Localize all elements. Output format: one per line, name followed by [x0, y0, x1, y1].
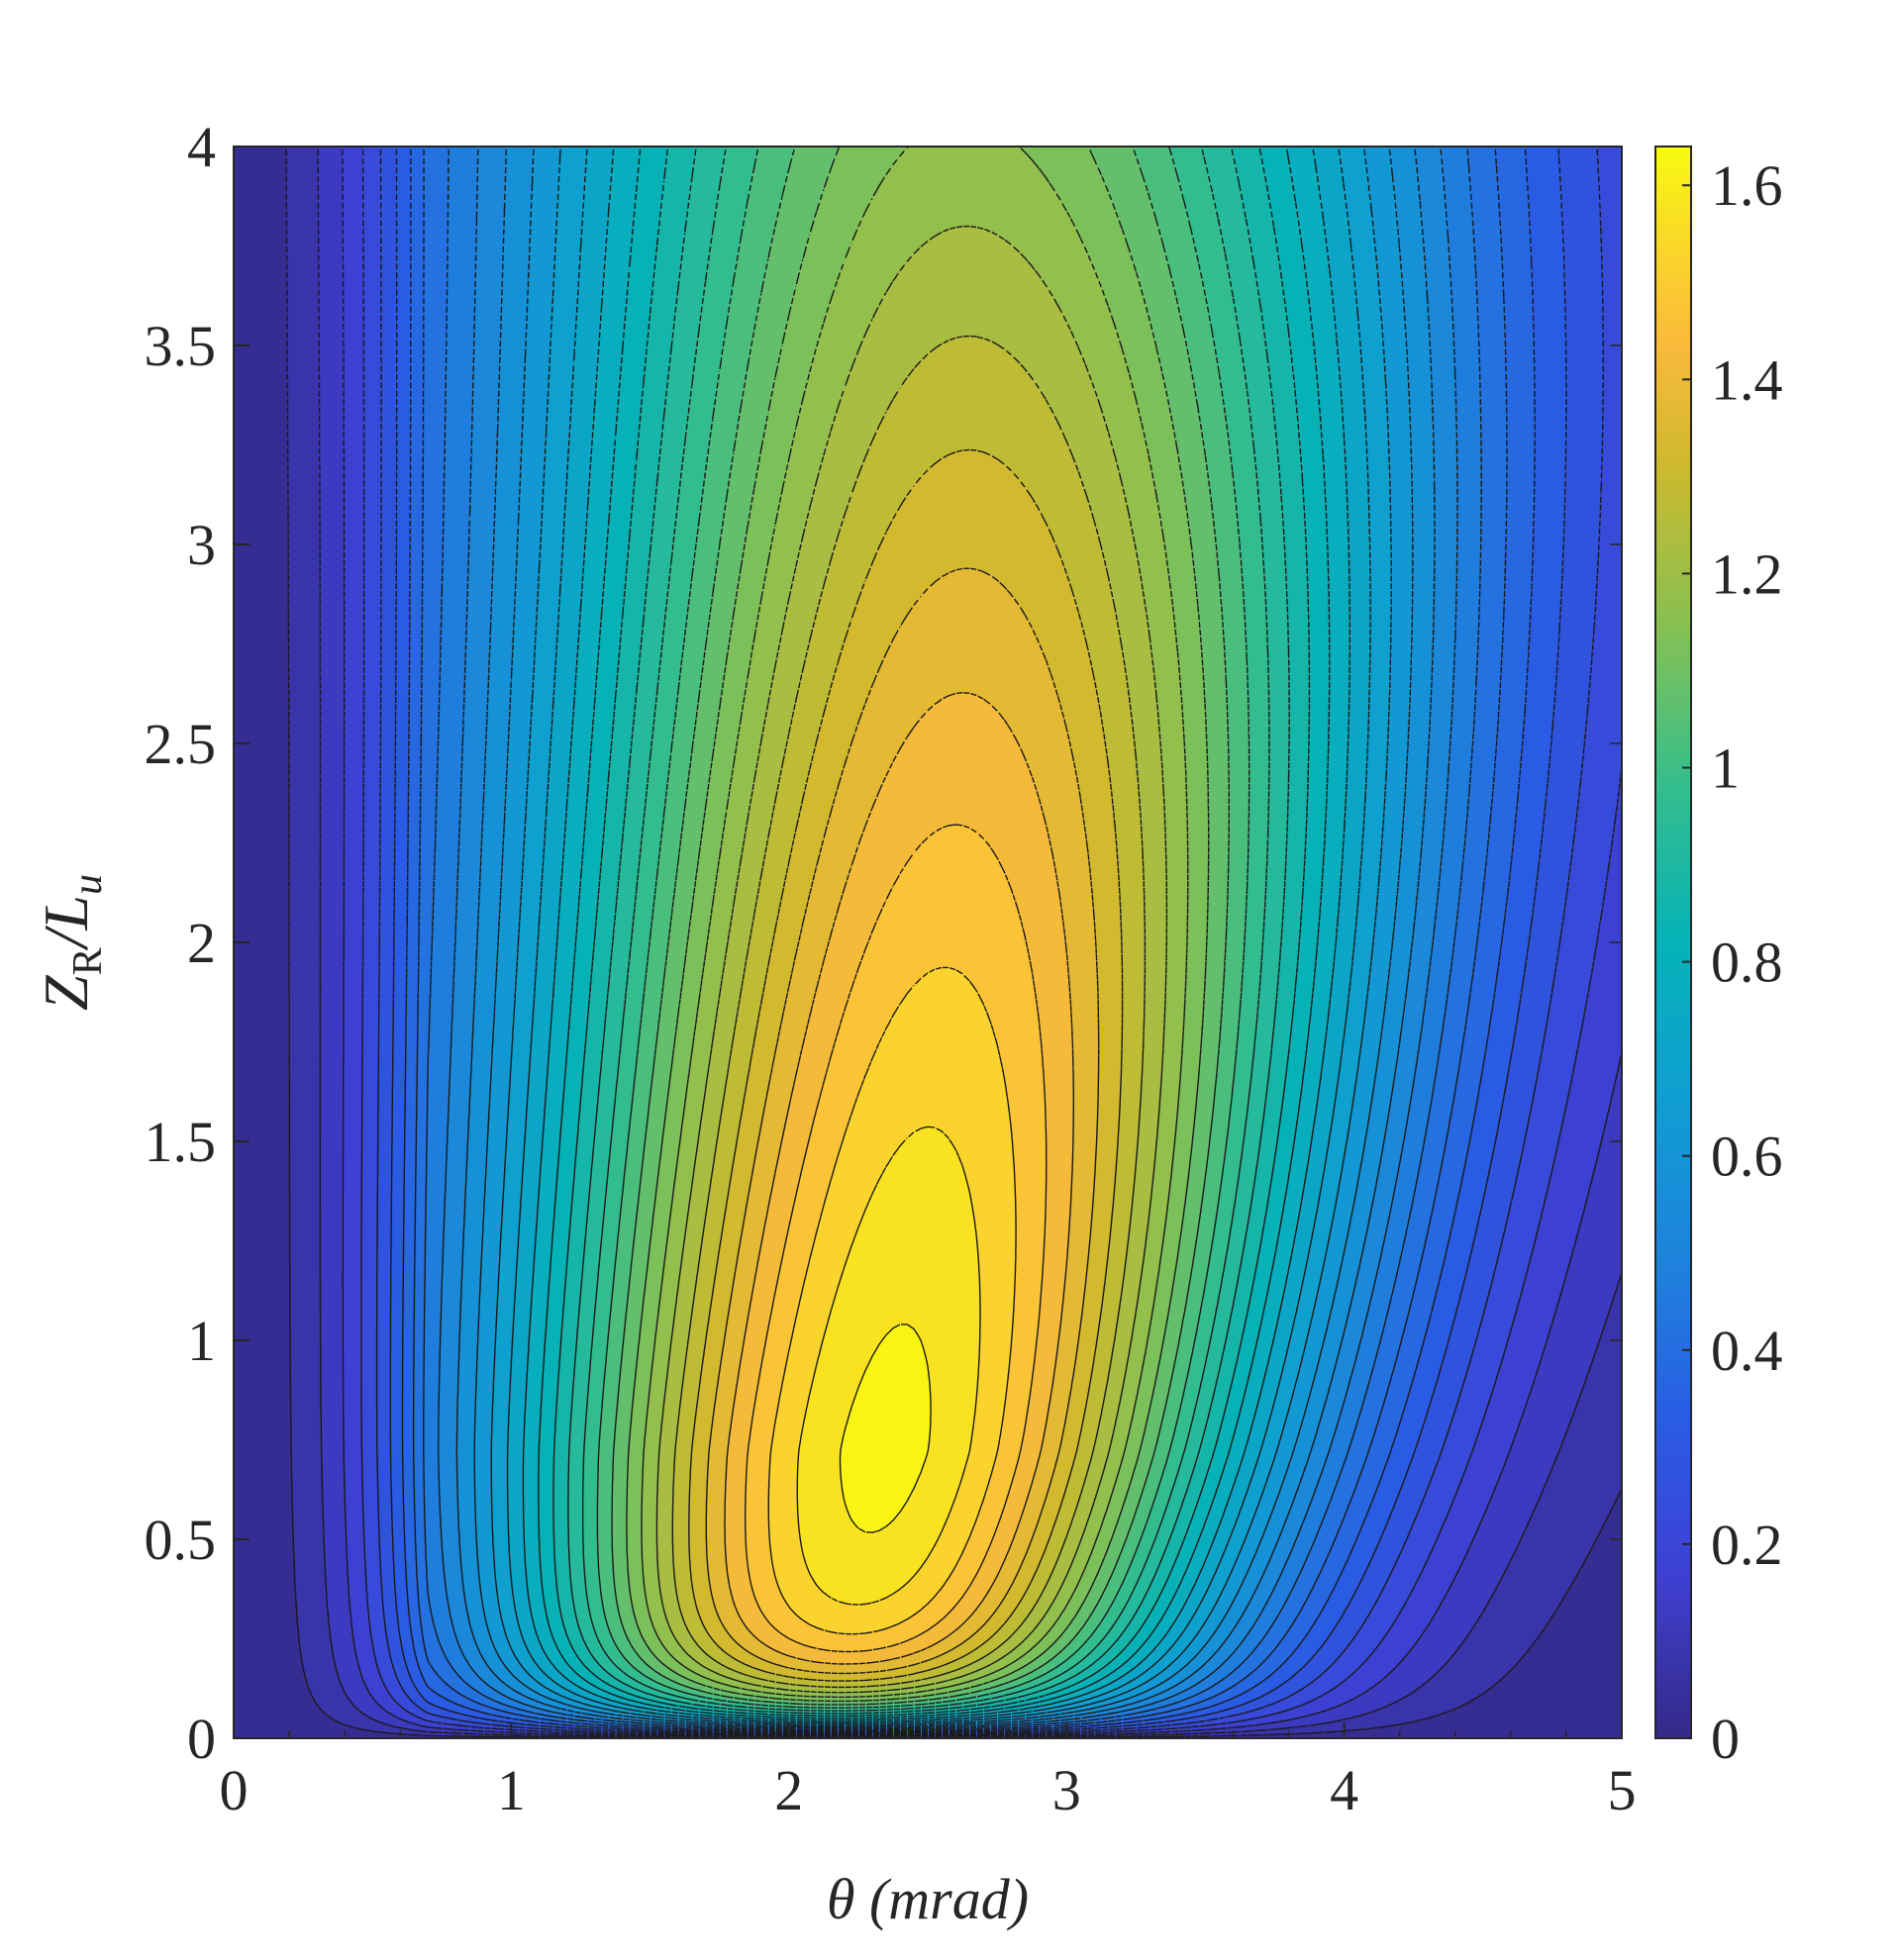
colorbar-tick-label: 0.4 — [1711, 1319, 1783, 1383]
contour-line-9 — [438, 147, 1458, 1729]
colorbar-tick-label: 1.6 — [1711, 153, 1783, 218]
colorbar-tick-label: 1.2 — [1711, 541, 1783, 606]
contour-line-27 — [724, 692, 1074, 1665]
contour-line-2 — [342, 147, 1622, 1737]
contour-line-16 — [552, 147, 1311, 1717]
y-tick-label: 4 — [187, 115, 216, 179]
y-tick-label: 1.5 — [145, 1110, 217, 1174]
colorbar-tick-label: 0.6 — [1711, 1125, 1783, 1189]
colorbar-ticks: 0 0.2 0.4 0.6 0.8 1 1.2 1.4 1.6 — [1682, 153, 1783, 1771]
contour-line-1 — [317, 147, 1622, 1738]
contour-line-31 — [839, 1323, 932, 1533]
contour-line-24 — [671, 335, 1147, 1689]
y-tick-label: 1 — [187, 1309, 216, 1373]
contour-line-20 — [611, 147, 1230, 1706]
y-tick-label: 2 — [187, 911, 216, 975]
x-tick-label: 4 — [1330, 1758, 1358, 1822]
x-tick-label: 2 — [774, 1758, 803, 1822]
contour-line-29 — [767, 966, 1017, 1635]
contour-line-26 — [705, 567, 1100, 1675]
y-tick-label: 0 — [187, 1707, 216, 1771]
x-tick-label: 0 — [220, 1758, 249, 1822]
x-tick-label: 5 — [1608, 1758, 1637, 1822]
y-tick-label: 3.5 — [145, 314, 217, 378]
contour-line-12 — [490, 147, 1392, 1725]
contour-line-25 — [688, 448, 1124, 1682]
colorbar-gradient — [1655, 147, 1691, 1738]
x-axis-label: θ (mrad) — [827, 1867, 1029, 1931]
x-axis: 0 1 2 3 4 5 — [220, 1722, 1637, 1822]
contour-line-11 — [473, 147, 1414, 1726]
colorbar-tick-label: 1 — [1711, 736, 1740, 801]
contour-line-14 — [522, 147, 1350, 1721]
colorbar-tick-label: 1.4 — [1711, 347, 1783, 412]
y-tick-label: 2.5 — [145, 712, 217, 776]
x-tick-label: 1 — [497, 1758, 526, 1822]
contour-line-5 — [389, 147, 1567, 1734]
heatmap-fill — [234, 147, 1622, 1738]
contour-line-30 — [796, 1126, 981, 1606]
contour-line-8 — [423, 147, 1482, 1731]
contour-line-23 — [655, 225, 1168, 1694]
colorbar-tick-label: 0.8 — [1711, 931, 1783, 995]
contour-line-21 — [626, 147, 1210, 1703]
y-axis: 0 0.5 1 1.5 2 2.5 3 3.5 4 — [145, 115, 1622, 1771]
contour-line-4 — [375, 147, 1604, 1735]
colorbar: 0 0.2 0.4 0.6 0.8 1 1.2 1.4 1.6 — [1654, 146, 1783, 1771]
x-axis-label-text: θ (mrad) — [827, 1867, 1029, 1931]
contour-line-22 — [641, 147, 1189, 1699]
colorbar-tick-label: 0 — [1711, 1707, 1740, 1771]
colorbar-tick-label: 0.2 — [1711, 1513, 1783, 1577]
colorbar-frame — [1654, 146, 1692, 1739]
contour-line-3 — [360, 147, 1622, 1736]
x-tick-label: 3 — [1052, 1758, 1081, 1822]
contour-line-15 — [538, 147, 1331, 1719]
contour-line-18 — [582, 147, 1270, 1712]
contour-line-10 — [455, 147, 1436, 1728]
y-tick-label: 0.5 — [145, 1508, 217, 1572]
contour-line-7 — [412, 147, 1508, 1732]
plot-area — [233, 146, 1623, 1739]
contour-line-19 — [596, 147, 1250, 1709]
contour-line-13 — [506, 147, 1371, 1723]
y-tick-label: 3 — [187, 513, 216, 577]
contour-line-6 — [401, 147, 1536, 1733]
contour-line-28 — [745, 824, 1048, 1653]
contour-lines — [285, 147, 1622, 1738]
y-axis-label: ZR/Lu — [31, 874, 111, 1011]
contour-line-17 — [567, 147, 1290, 1715]
